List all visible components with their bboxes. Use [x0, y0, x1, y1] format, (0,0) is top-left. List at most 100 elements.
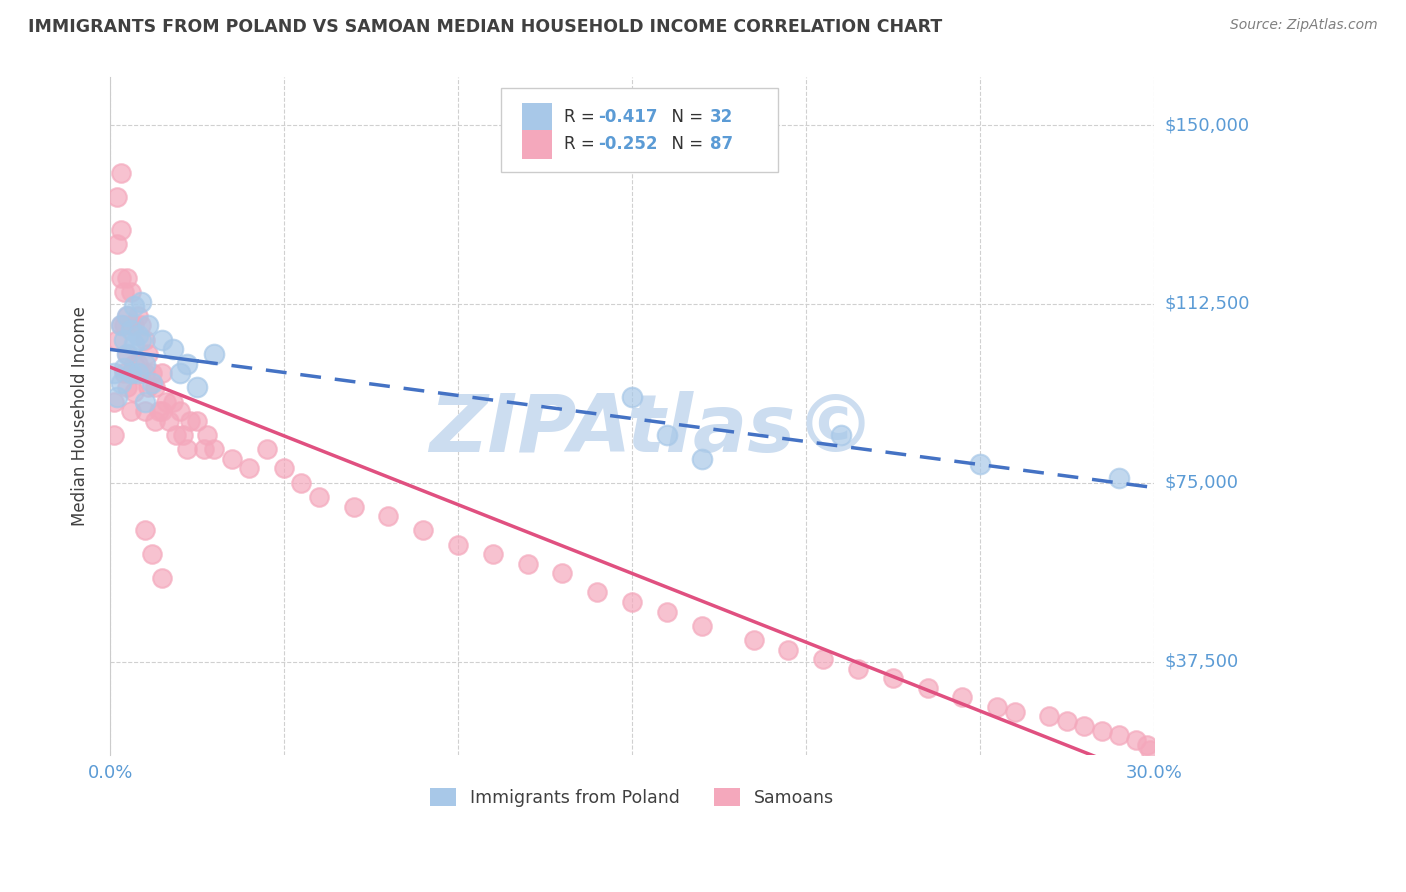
Point [197, 428, 219, 442]
Point [1108, 729, 1130, 743]
Point [342, 500, 364, 514]
Text: 87: 87 [710, 136, 734, 153]
Point [186, 414, 208, 428]
Point [120, 366, 142, 380]
Point [655, 428, 678, 442]
Point [846, 662, 869, 676]
Point [690, 619, 713, 633]
Text: -0.252: -0.252 [599, 136, 658, 153]
Point [134, 357, 156, 371]
Text: Source: ZipAtlas.com: Source: ZipAtlas.com [1230, 18, 1378, 32]
Point [124, 299, 146, 313]
Point [204, 347, 226, 361]
Point [1139, 743, 1161, 757]
Point [103, 394, 125, 409]
Point [134, 333, 156, 347]
Point [134, 366, 156, 380]
Point [117, 270, 139, 285]
Point [127, 309, 149, 323]
Point [105, 390, 128, 404]
Point [273, 461, 295, 475]
Point [193, 442, 215, 457]
Point [778, 642, 800, 657]
Point [516, 557, 538, 571]
Point [141, 547, 163, 561]
Point [127, 366, 149, 380]
FancyBboxPatch shape [523, 130, 551, 159]
Point [120, 404, 142, 418]
Text: N =: N = [661, 109, 709, 127]
Point [112, 318, 135, 333]
Point [620, 595, 643, 609]
Text: IMMIGRANTS FROM POLAND VS SAMOAN MEDIAN HOUSEHOLD INCOME CORRELATION CHART: IMMIGRANTS FROM POLAND VS SAMOAN MEDIAN … [28, 18, 942, 36]
Point [172, 428, 194, 442]
Point [138, 318, 160, 333]
Point [131, 366, 153, 380]
Point [256, 442, 278, 457]
Point [690, 451, 713, 466]
Point [117, 347, 139, 361]
Point [127, 327, 149, 342]
Point [103, 428, 125, 442]
Point [155, 394, 177, 409]
Point [110, 318, 132, 333]
Point [586, 585, 609, 599]
Legend: Immigrants from Poland, Samoans: Immigrants from Poland, Samoans [423, 780, 841, 814]
Point [131, 333, 153, 347]
Point [377, 509, 399, 524]
Point [551, 566, 574, 581]
Point [112, 333, 135, 347]
Point [117, 347, 139, 361]
Point [1136, 738, 1159, 752]
Point [162, 343, 184, 357]
Point [120, 285, 142, 299]
Point [120, 318, 142, 333]
FancyBboxPatch shape [502, 87, 778, 172]
Point [134, 394, 156, 409]
Point [1038, 709, 1060, 723]
Point [117, 380, 139, 394]
Point [1056, 714, 1078, 728]
Text: N =: N = [661, 136, 709, 153]
Point [952, 690, 974, 705]
Point [204, 442, 226, 457]
Point [148, 404, 170, 418]
Point [134, 524, 156, 538]
Point [150, 404, 173, 418]
Point [1073, 719, 1095, 733]
Point [830, 428, 852, 442]
Text: R =: R = [564, 109, 600, 127]
Point [103, 366, 125, 380]
Point [447, 538, 470, 552]
Point [238, 461, 260, 475]
Point [134, 404, 156, 418]
Point [169, 404, 191, 418]
Point [620, 390, 643, 404]
Point [176, 357, 198, 371]
Point [143, 380, 166, 394]
Point [112, 361, 135, 376]
FancyBboxPatch shape [523, 103, 551, 132]
Point [112, 285, 135, 299]
Point [1125, 733, 1147, 747]
Point [1004, 705, 1026, 719]
Point [742, 633, 765, 648]
Point [162, 394, 184, 409]
Point [1091, 723, 1114, 738]
Point [112, 366, 135, 380]
Point [150, 571, 173, 585]
Point [882, 671, 904, 685]
Point [124, 357, 146, 371]
Point [969, 457, 991, 471]
Point [290, 475, 312, 490]
Point [221, 451, 243, 466]
Point [124, 318, 146, 333]
Point [986, 699, 1008, 714]
Point [1108, 471, 1130, 485]
Point [127, 357, 149, 371]
Point [186, 380, 208, 394]
Point [917, 681, 939, 695]
Text: ZIPAtlas©: ZIPAtlas© [429, 391, 876, 468]
Y-axis label: Median Household Income: Median Household Income [72, 306, 89, 526]
Point [131, 294, 153, 309]
